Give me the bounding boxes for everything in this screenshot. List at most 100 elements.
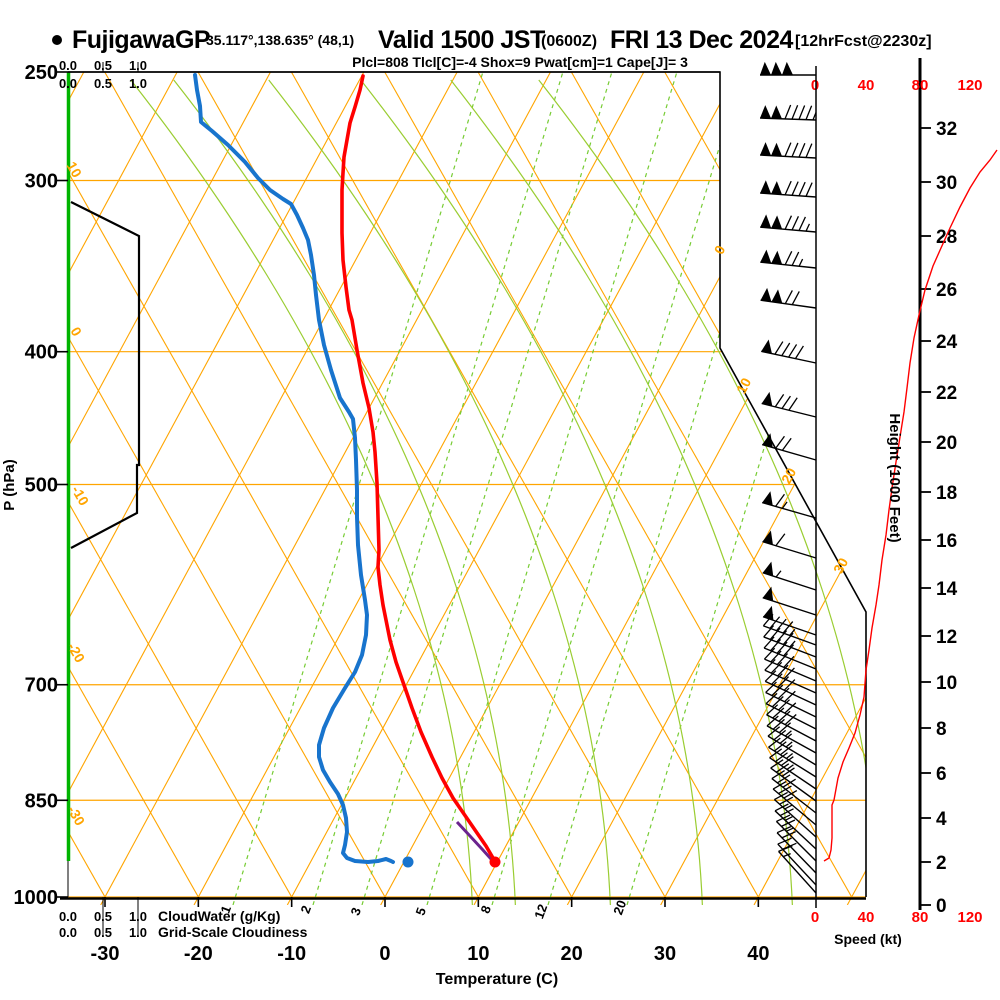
surface-dewpoint-dot — [402, 856, 414, 868]
wind-barb — [760, 104, 817, 121]
valid-date: FRI 13 Dec 2024 — [610, 26, 793, 54]
wind-barb-10kt — [778, 699, 790, 711]
wind-barb-10kt — [774, 791, 788, 801]
wind-barb-5kt — [789, 640, 796, 648]
wind-barb-10kt — [776, 630, 788, 643]
isotherm-line — [68, 72, 458, 905]
wind-barb — [762, 613, 817, 646]
pressure-label: 400 — [25, 342, 58, 364]
wind-barb-10kt — [805, 182, 813, 197]
wind-barb — [760, 249, 817, 269]
wind-barb-10kt — [775, 763, 790, 773]
wind-barb-10kt — [770, 639, 782, 652]
speed-scale-top: 80 — [912, 77, 929, 94]
cloudwater-scale-bottom: 0.0 — [59, 909, 77, 924]
wind-barb-5kt — [785, 753, 794, 759]
wind-barb-10kt — [776, 641, 788, 654]
wind-barb-staff — [763, 647, 817, 670]
wind-barb-10kt — [791, 105, 799, 120]
wind-barb-10kt — [763, 636, 775, 649]
wind-barb-staff — [764, 658, 817, 682]
wind-barb-10kt — [771, 684, 784, 696]
speed-axis-title: Speed (kt) — [834, 931, 902, 947]
wind-barb-10kt — [769, 627, 781, 640]
wind-barb-10kt — [775, 435, 785, 449]
temperature-profile — [340, 74, 497, 864]
wind-barb-10kt — [775, 493, 785, 507]
isotherm-edge-label: 10 — [733, 375, 755, 396]
height-label: 16 — [936, 531, 957, 552]
wind-barb — [772, 780, 817, 826]
wind-barb-10kt — [805, 143, 813, 158]
moist-adiabat-line — [360, 79, 703, 905]
height-label: 32 — [936, 119, 957, 140]
wind-barb-10kt — [791, 251, 800, 266]
wind-barb-5kt — [784, 730, 792, 737]
stability-parameters: Plcl=808 Tlcl[C]=-4 Shox=9 Pwat[cm]=1 Ca… — [352, 54, 688, 70]
wind-flag-50kt — [760, 142, 772, 156]
isotherm-edge-label: 20 — [778, 465, 800, 486]
wind-barb-10kt — [791, 216, 800, 231]
forecast-note: [12hrFcst@2230z] — [795, 33, 932, 50]
speed-profile — [823, 149, 998, 862]
height-axis-title: Height (1000 Feet) — [886, 413, 903, 542]
mixing-ratio-line — [426, 72, 678, 905]
wind-barb-10kt — [784, 290, 793, 304]
cloudiness-scale-bottom: 1.0 — [129, 925, 147, 940]
wind-barb-10kt — [794, 345, 804, 359]
wind-barb-10kt — [798, 143, 806, 158]
wind-barb-10kt — [770, 650, 782, 663]
height-label: 10 — [936, 673, 957, 694]
grid-layer — [68, 72, 866, 905]
wind-flag-50kt — [760, 61, 771, 75]
isotherm-line — [286, 72, 738, 905]
wind-barb-10kt — [762, 613, 774, 627]
station-coords: 35.117°,138.635° (48,1) — [206, 32, 354, 48]
wind-flag-50kt — [760, 287, 772, 302]
wind-flag-50kt — [760, 214, 772, 229]
wind-barb-10kt — [766, 704, 779, 716]
wind-flag-50kt — [771, 289, 783, 304]
cloudwater-scale-bottom: 0.5 — [94, 909, 112, 924]
dewpoint-profile — [193, 73, 395, 864]
dry-adiabat-edge-label: 10 — [64, 159, 86, 181]
wind-barb — [763, 647, 817, 682]
wind-barb — [761, 491, 817, 519]
isotherm-line — [566, 72, 866, 905]
wind-barb-staff — [762, 572, 817, 591]
speed-scale-top: 0 — [811, 77, 819, 94]
wind-barb-10kt — [765, 692, 778, 705]
wind-barb-10kt — [777, 774, 791, 784]
cloudiness-scale-bottom: 0.0 — [59, 925, 77, 940]
wind-barb-10kt — [782, 632, 794, 645]
temperature-label: -20 — [184, 943, 213, 965]
wind-barb-5kt — [782, 852, 791, 858]
isotherm-line — [68, 72, 271, 905]
isotherm-line — [846, 72, 866, 905]
wind-barb-10kt — [776, 814, 791, 822]
wind-barb-10kt — [769, 748, 783, 759]
wind-barb — [760, 61, 816, 76]
wind-layer — [760, 61, 998, 908]
wetbulb-segment — [455, 820, 493, 861]
wind-barb-10kt — [763, 625, 775, 638]
wind-barb-10kt — [774, 741, 787, 752]
pressure-label: 250 — [25, 62, 58, 84]
wind-flag-50kt — [762, 433, 773, 448]
wind-barb-5kt — [785, 741, 793, 748]
mixing-ratio-line — [547, 72, 799, 905]
speed-scale-bottom: 40 — [858, 909, 875, 926]
wind-barb-10kt — [767, 726, 781, 737]
temperature-label: 0 — [379, 943, 390, 965]
wind-barb-10kt — [778, 722, 792, 734]
wind-barb — [762, 561, 817, 591]
dry-adiabat-edge-label: -10 — [68, 483, 92, 509]
wind-barb-10kt — [798, 105, 806, 120]
wind-flag-50kt — [760, 105, 772, 119]
wind-barb-10kt — [777, 676, 790, 688]
cloudiness-scale-bottom: 0.5 — [94, 925, 112, 940]
isotherm-line — [68, 72, 365, 905]
wind-barb — [760, 287, 817, 309]
wind-barb — [771, 770, 817, 814]
wind-barb-staff — [761, 443, 817, 461]
